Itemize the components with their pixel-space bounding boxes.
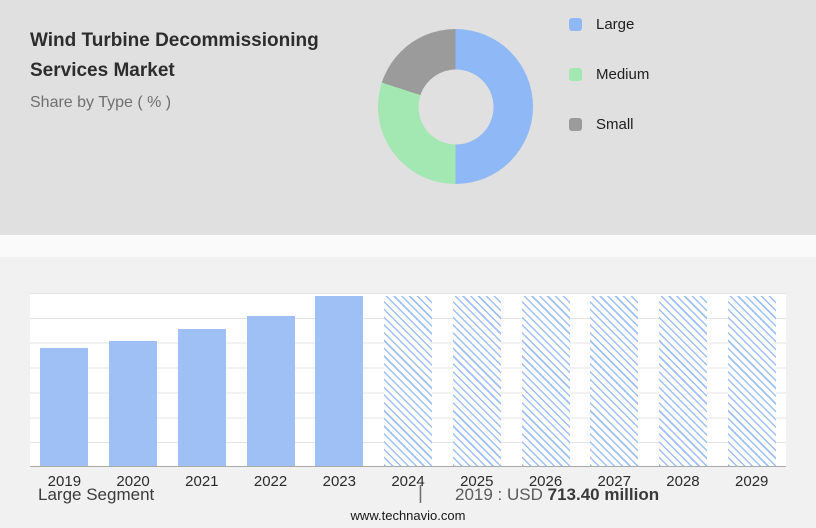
x-label-2025: 2025 [460,473,494,490]
footer-value-amount: 713.40 million [547,485,660,504]
legend-label: Large [596,15,635,33]
bar-2028 [658,296,707,466]
bar-2020 [109,341,158,466]
legend-swatch-large [569,17,582,31]
footer-separator: | [418,483,423,504]
x-label-2021: 2021 [185,473,219,490]
legend-swatch-medium [569,67,582,81]
footer-value-prefix: 2019 : USD [455,485,548,504]
bar-slot-2028 [649,293,718,466]
chart-subtitle: Share by Type ( % ) [30,94,172,111]
bar-slot-2027 [580,293,649,466]
legend-item-small: Small [569,114,649,134]
legend-item-medium: Medium [569,64,649,84]
legend-label: Medium [596,65,650,83]
bar-2026 [521,296,570,466]
x-label-2024: 2024 [391,473,425,490]
legend-swatch-small [569,117,582,131]
title-block: Wind Turbine Decommissioning Services Ma… [30,26,360,115]
bar-slot-2024 [374,293,443,466]
footer-value: 2019 : USD 713.40 million [455,485,659,505]
donut-hole [418,69,493,144]
bar-2021 [177,329,226,466]
bar-slot-2022 [236,293,305,466]
bar-slot-2020 [99,293,168,466]
segment-label: Large Segment [38,485,155,504]
bar-slot-2019 [30,293,99,466]
x-label-2026: 2026 [528,473,563,490]
bar-slot-2025 [442,293,511,466]
bars-row [30,293,786,466]
x-label-2028: 2028 [666,473,700,490]
legend-item-large: Large [569,14,649,34]
bar-2024 [384,296,433,466]
bar-2027 [590,296,639,466]
x-axis-labels: 2019 2020 2021 2022 2023 2024 2025 2026 2027 2028… [30,473,786,490]
divider-band [0,235,816,257]
bar-slot-2029 [717,293,786,466]
bar-2025 [452,296,501,466]
x-label-2023: 2023 [322,473,356,490]
donut-chart-wrap [378,29,533,184]
page-title-line1: Wind Turbine Decommissioning [30,30,319,51]
page-title-line2: Services Market [30,60,175,81]
x-label-2027: 2027 [597,473,631,490]
legend: Large Medium Small [569,14,649,164]
bar-chart-plot [30,293,786,467]
top-panel: Wind Turbine Decommissioning Services Ma… [0,0,816,235]
x-label-2020: 2020 [116,473,150,490]
bar-2022 [246,315,295,466]
bar-2023 [315,296,364,466]
bar-slot-2021 [167,293,236,466]
x-label-2019: 2019 [47,473,82,490]
bar-2019 [40,348,89,466]
bar-2029 [727,296,776,466]
footer-row: Large Segment | 2019 : USD 713.40 millio… [0,483,816,511]
x-label-2022: 2022 [253,473,288,490]
bar-slot-2023 [305,293,374,466]
legend-label: Small [596,115,634,133]
website-link[interactable]: www.technavio.com [350,508,466,523]
x-label-2029: 2029 [735,473,769,490]
bar-slot-2026 [511,293,580,466]
bottom-panel: 2019 2020 2021 2022 2023 2024 2025 2026 2027 2028… [0,235,816,528]
